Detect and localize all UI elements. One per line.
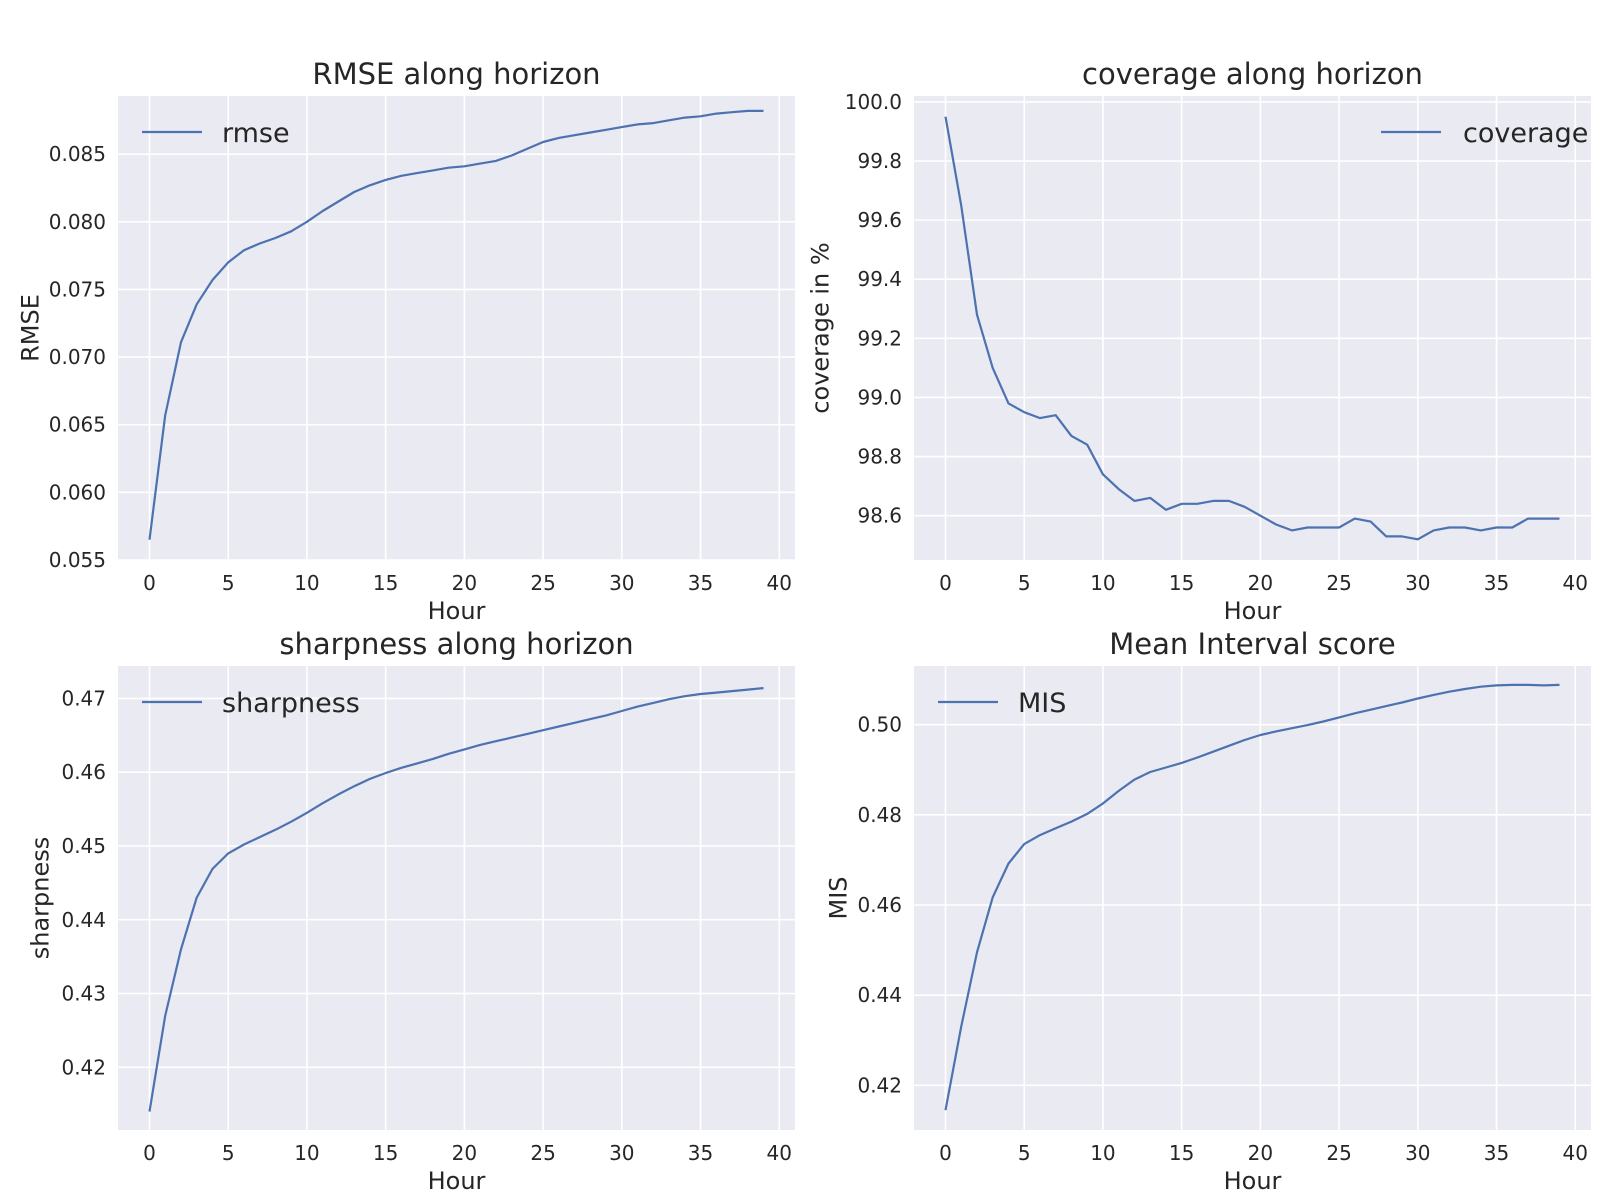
y-tick-label: 0.42: [61, 1055, 106, 1079]
y-axis-label: coverage in %: [806, 242, 834, 413]
x-tick-label: 35: [1484, 571, 1509, 595]
x-tick-label: 25: [530, 1141, 555, 1165]
y-tick-label: 0.46: [61, 760, 106, 784]
legend: MIS: [938, 688, 1066, 719]
y-tick-label: 0.065: [49, 413, 106, 437]
plot-area: [118, 666, 795, 1130]
x-tick-label: 30: [609, 571, 634, 595]
x-tick-label: 15: [1169, 1141, 1194, 1165]
y-tick-label: 0.45: [61, 834, 106, 858]
x-tick-label: 15: [373, 571, 398, 595]
y-tick-label: 99.0: [857, 385, 902, 409]
legend: coverage: [1381, 118, 1588, 149]
y-tick-label: 0.085: [49, 142, 106, 166]
x-tick-label: 30: [1405, 1141, 1430, 1165]
x-tick-label: 35: [1484, 1141, 1509, 1165]
y-tick-label: 0.47: [61, 686, 106, 710]
legend-label: coverage: [1463, 118, 1588, 149]
y-tick-label: 0.055: [49, 548, 106, 572]
x-tick-label: 20: [1248, 1141, 1273, 1165]
x-axis-label: Hour: [1224, 1167, 1282, 1195]
x-tick-label: 35: [688, 571, 713, 595]
y-tick-label: 0.070: [49, 345, 106, 369]
series-line-coverage: [944, 116, 1560, 541]
legend-label: rmse: [222, 118, 290, 149]
x-tick-label: 25: [1326, 1141, 1351, 1165]
legend: sharpness: [142, 688, 360, 719]
x-axis-label: Hour: [1224, 597, 1282, 625]
x-axis-label: Hour: [428, 597, 486, 625]
series-line-sharpness: [148, 687, 764, 1112]
x-tick-label: 0: [939, 571, 952, 595]
y-tick-label: 99.4: [857, 267, 902, 291]
plot-area: [914, 666, 1591, 1130]
x-tick-label: 25: [530, 571, 555, 595]
x-tick-label: 15: [1169, 571, 1194, 595]
y-tick-label: 0.48: [857, 803, 902, 827]
plot-title: sharpness along horizon: [279, 627, 633, 661]
y-tick-label: 98.6: [857, 504, 902, 528]
y-tick-label: 99.8: [857, 149, 902, 173]
x-tick-label: 10: [294, 1141, 319, 1165]
legend-label: sharpness: [222, 688, 360, 719]
x-tick-label: 10: [1090, 1141, 1115, 1165]
legend-label: MIS: [1018, 688, 1066, 719]
subplot-3: 0 5 10 15 20 25 30 35 40 0.42 0.43 0.44 0.45 0.46 0.47…: [26, 627, 795, 1195]
x-tick-label: 0: [143, 571, 156, 595]
x-tick-label: 30: [609, 1141, 634, 1165]
x-tick-label: 25: [1326, 571, 1351, 595]
x-axis-label: Hour: [428, 1167, 486, 1195]
plot-area: [118, 96, 795, 560]
plot-area: [914, 96, 1591, 560]
x-tick-label: 15: [373, 1141, 398, 1165]
plot-title: RMSE along horizon: [312, 57, 600, 91]
x-tick-label: 0: [939, 1141, 952, 1165]
y-tick-label: 100.0: [845, 90, 902, 114]
y-tick-label: 0.080: [49, 210, 106, 234]
legend: rmse: [142, 118, 290, 149]
x-tick-label: 20: [452, 571, 477, 595]
y-tick-label: 99.6: [857, 208, 902, 232]
subplot-2: 0 5 10 15 20 25 30 35 40 98.6 98.8 99.0 99.2 99.4 99.6…: [806, 57, 1591, 625]
x-tick-label: 20: [1248, 571, 1273, 595]
x-tick-label: 0: [143, 1141, 156, 1165]
series-line-MIS: [944, 683, 1560, 1111]
y-axis-label: RMSE: [16, 294, 44, 362]
y-tick-label: 99.2: [857, 326, 902, 350]
x-tick-label: 40: [767, 1141, 792, 1165]
x-tick-label: 35: [688, 1141, 713, 1165]
x-tick-label: 5: [1018, 571, 1031, 595]
y-axis-label: sharpness: [26, 837, 54, 960]
y-tick-label: 0.075: [49, 277, 106, 301]
y-tick-label: 0.44: [857, 983, 902, 1007]
plot-title: Mean Interval score: [1109, 627, 1395, 661]
x-tick-label: 5: [1018, 1141, 1031, 1165]
y-tick-label: 0.060: [49, 480, 106, 504]
x-tick-label: 40: [1563, 571, 1588, 595]
x-tick-label: 20: [452, 1141, 477, 1165]
series-line-rmse: [148, 109, 764, 540]
y-tick-label: 0.44: [61, 908, 106, 932]
x-tick-label: 5: [222, 1141, 235, 1165]
subplot-1: 0 5 10 15 20 25 30 35 40 0.055 0.060 0.065 0.070 0.07…: [16, 57, 795, 625]
plot-title: coverage along horizon: [1082, 57, 1423, 91]
x-tick-label: 40: [1563, 1141, 1588, 1165]
y-axis-label: MIS: [824, 876, 852, 919]
x-tick-label: 10: [294, 571, 319, 595]
y-tick-label: 98.8: [857, 445, 902, 469]
y-tick-label: 0.46: [857, 893, 902, 917]
y-tick-label: 0.50: [857, 713, 902, 737]
y-tick-label: 0.42: [857, 1073, 902, 1097]
x-tick-label: 30: [1405, 571, 1430, 595]
x-tick-label: 40: [767, 571, 792, 595]
subplot-4: 0 5 10 15 20 25 30 35 40 0.42 0.44 0.46 0.48 0.50 Mean…: [824, 627, 1591, 1195]
x-tick-label: 5: [222, 571, 235, 595]
x-tick-label: 10: [1090, 571, 1115, 595]
y-tick-label: 0.43: [61, 982, 106, 1006]
